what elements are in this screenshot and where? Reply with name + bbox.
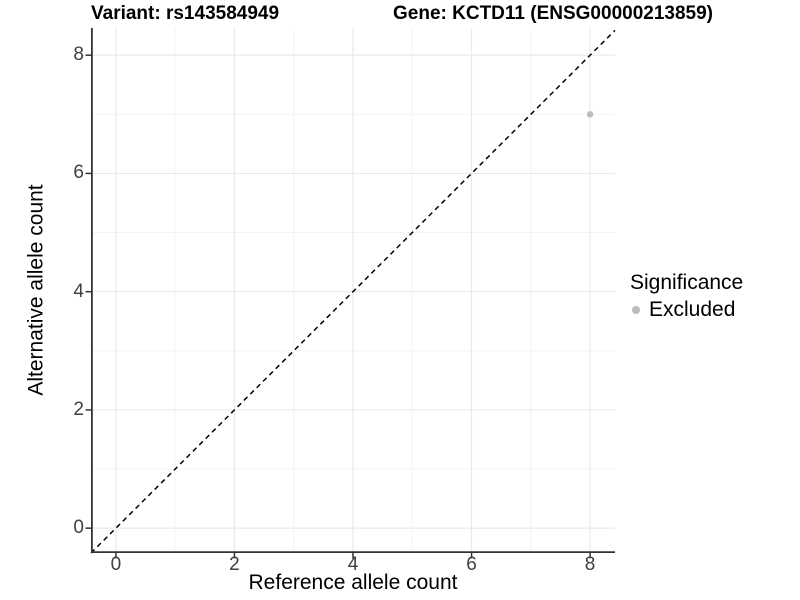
scatter-plot-panel	[85, 28, 616, 559]
legend-item-label: Excluded	[649, 298, 736, 322]
plot-title-variant: Variant: rs143584949	[91, 3, 280, 24]
excluded-point-icon	[632, 305, 640, 314]
y-tick-label: 0	[73, 517, 84, 539]
x-tick-label: 2	[229, 554, 240, 575]
legend-item-excluded: Excluded	[630, 297, 743, 322]
x-tick-label: 6	[466, 554, 477, 575]
plot-title: Variant: rs143584949 Gene: KCTD11 (ENSG0…	[91, 3, 713, 25]
legend: Significance Excluded	[630, 270, 743, 322]
x-tick-label: 8	[584, 554, 596, 575]
data-point-excluded	[586, 111, 594, 118]
y-tick-label: 8	[73, 44, 84, 66]
x-tick-label: 4	[347, 554, 359, 575]
y-tick-label: 6	[73, 162, 84, 184]
identity-dashed-line	[90, 29, 616, 554]
x-axis-title: Reference allele count	[248, 571, 458, 594]
legend-title: Significance	[630, 271, 744, 294]
y-tick-label: 4	[73, 280, 84, 302]
y-tick-label: 2	[73, 398, 84, 420]
plot-title-gene: Gene: KCTD11 (ENSG00000213859)	[393, 3, 713, 24]
x-tick-label: 0	[110, 554, 122, 575]
